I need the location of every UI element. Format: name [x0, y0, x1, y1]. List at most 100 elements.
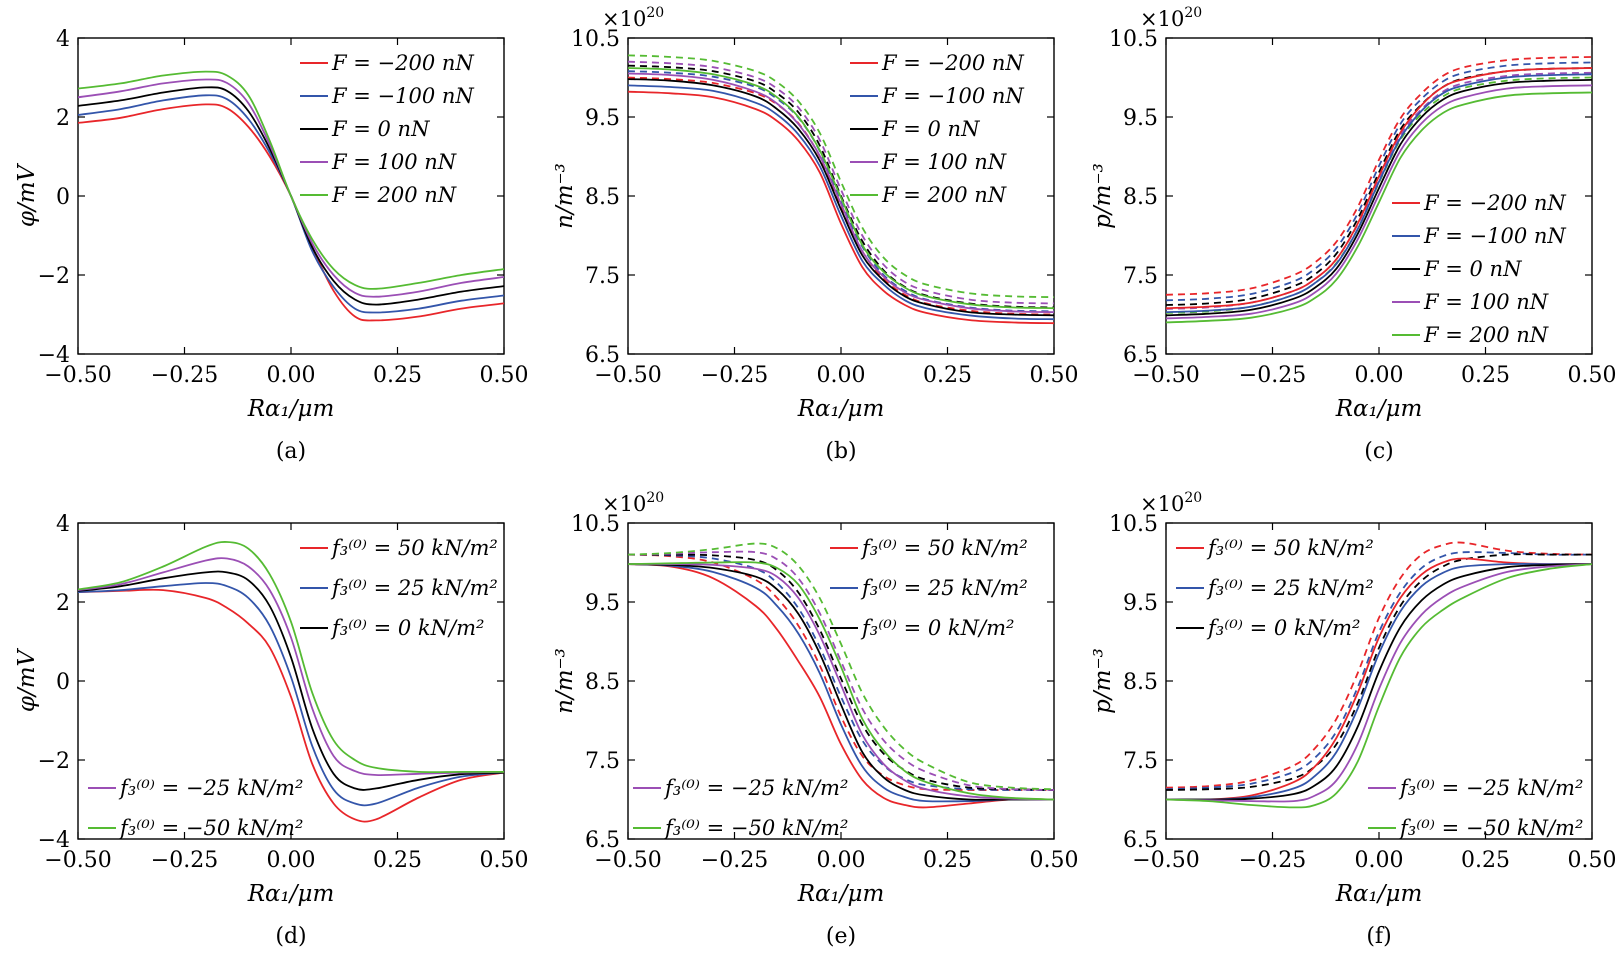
legend-label: f₃⁽⁰⁾ = −25 kN/m²: [663, 776, 848, 800]
x-tick-label: −0.50: [1132, 848, 1199, 873]
series-line-dashed-1: [1166, 61, 1592, 302]
series-line-2: [78, 570, 504, 791]
legend: f₃⁽⁰⁾ = 50 kN/m² f₃⁽⁰⁾ = 25 kN/m² f₃⁽⁰⁾ = …: [830, 536, 1028, 640]
x-axis-label: Rα₁/μm: [1335, 881, 1423, 907]
y-tick-label: 6.5: [585, 828, 620, 853]
y-tick-label: 8.5: [585, 670, 620, 695]
y-tick-label: 7.5: [585, 749, 620, 774]
legend-label: f₃⁽⁰⁾ = −50 kN/m²: [663, 816, 848, 840]
series-line-4: [78, 70, 504, 290]
y-tick-label: 8.5: [585, 185, 620, 210]
y-tick-label: 8.5: [1123, 185, 1158, 210]
series-line-dashed-4: [628, 54, 1054, 298]
series-line-3: [78, 557, 504, 777]
legend-label: f₃⁽⁰⁾ = 0 kN/m²: [330, 616, 484, 640]
x-tick-label: −0.25: [1239, 848, 1306, 873]
y-tick-label: 10.5: [571, 512, 620, 537]
y-tick-label: 2: [56, 591, 70, 616]
y-tick-label: 7.5: [585, 264, 620, 289]
y-tick-label: 2: [56, 106, 70, 131]
legend-label: F = 200 nN: [1423, 323, 1549, 347]
y-tick-label: 10.5: [1109, 512, 1158, 537]
x-tick-label: 0.00: [1355, 848, 1404, 873]
x-tick-label: 0.50: [1030, 363, 1079, 388]
y-tick-label: 8.5: [1123, 670, 1158, 695]
y-tick-label: 4: [56, 512, 70, 537]
series-line-3: [1166, 563, 1592, 803]
scale-multiplier: ×1020: [1140, 490, 1202, 516]
y-tick-label: −4: [38, 343, 70, 368]
y-axis-label: n/m⁻³: [552, 648, 578, 714]
y-axis-label: φ/mV: [14, 647, 40, 712]
legend-label: F = −200 nN: [1423, 191, 1566, 215]
legend-label: f₃⁽⁰⁾ = 0 kN/m²: [860, 616, 1014, 640]
y-tick-label: 6.5: [585, 343, 620, 368]
series-line-1: [628, 563, 1054, 803]
legend: F = −200 nN F = −100 nN F = 0 nN F = 100 nN…: [300, 51, 474, 207]
legend-label: F = 0 nN: [331, 117, 430, 141]
y-tick-label: 0: [56, 185, 70, 210]
series-line-2: [1166, 79, 1592, 317]
x-tick-label: −0.50: [594, 848, 661, 873]
subplot-f: −0.50 −0.25 0.00 0.25 0.50 6.5 7.5 8.5 9.5 10.5 Rα…: [1090, 490, 1616, 949]
x-tick-label: 0.00: [817, 848, 866, 873]
series-line-1: [1166, 73, 1592, 313]
legend-label: F = 100 nN: [331, 150, 457, 174]
y-tick-label: 6.5: [1123, 343, 1158, 368]
subplot-caption: (a): [276, 439, 306, 464]
y-tick-label: 7.5: [1123, 749, 1158, 774]
series-line-2: [628, 78, 1054, 317]
subplot-a: −0.50 −0.25 0.00 0.25 0.50 −4 −2 0 2 4 Rα₁/μm φ/mV (…: [14, 27, 528, 464]
scale-multiplier: ×1020: [602, 490, 664, 516]
y-tick-label: 10.5: [1109, 27, 1158, 52]
y-tick-label: 7.5: [1123, 264, 1158, 289]
y-axis-label: n/m⁻³: [552, 163, 578, 229]
x-tick-label: 0.50: [480, 848, 529, 873]
legend-label: f₃⁽⁰⁾ = 25 kN/m²: [860, 576, 1028, 600]
legend-label: F = 100 nN: [1423, 290, 1549, 314]
series-line-4: [1166, 91, 1592, 324]
series-line-2: [628, 563, 1054, 801]
x-tick-label: 0.25: [923, 363, 972, 388]
legend-label: F = −100 nN: [1423, 224, 1566, 248]
x-tick-label: −0.25: [151, 363, 218, 388]
legend: F = −200 nN F = −100 nN F = 0 nN F = 100 nN…: [850, 51, 1024, 207]
series-line-dashed-2: [1166, 553, 1592, 791]
series-line-4: [78, 541, 504, 774]
legend-label: f₃⁽⁰⁾ = 25 kN/m²: [1206, 576, 1374, 600]
legend: f₃⁽⁰⁾ = 50 kN/m² f₃⁽⁰⁾ = 25 kN/m² f₃⁽⁰⁾ = …: [300, 536, 498, 640]
series-line-1: [1166, 563, 1592, 801]
scale-multiplier: ×1020: [602, 5, 664, 31]
y-tick-label: −4: [38, 828, 70, 853]
legend-label: F = 0 nN: [881, 117, 980, 141]
x-tick-label: 0.25: [373, 848, 422, 873]
x-tick-label: 0.25: [1461, 848, 1510, 873]
legend-label: f₃⁽⁰⁾ = −50 kN/m²: [1398, 816, 1583, 840]
series-line-3: [628, 72, 1054, 313]
subplot-caption: (d): [275, 924, 306, 949]
y-tick-label: 6.5: [1123, 828, 1158, 853]
legend-label: f₃⁽⁰⁾ = 50 kN/m²: [1206, 536, 1374, 560]
subplot-d: −0.50 −0.25 0.00 0.25 0.50 −4 −2 0 2 4 Rα₁/μm φ/mV (…: [14, 512, 528, 949]
series-line-4: [1166, 563, 1592, 809]
x-axis-label: Rα₁/μm: [797, 396, 885, 422]
scale-multiplier: ×1020: [1140, 5, 1202, 31]
series-line-4: [628, 67, 1054, 310]
legend-label: F = −200 nN: [881, 51, 1024, 75]
y-tick-label: 4: [56, 27, 70, 52]
legend-label: F = 200 nN: [331, 183, 457, 207]
x-tick-label: 0.50: [480, 363, 529, 388]
y-tick-label: 0: [56, 670, 70, 695]
x-tick-label: 0.50: [1030, 848, 1079, 873]
x-tick-label: 0.00: [267, 363, 316, 388]
series-line-1: [78, 582, 504, 807]
legend-label: f₃⁽⁰⁾ = −25 kN/m²: [1398, 776, 1583, 800]
legend-label: f₃⁽⁰⁾ = 50 kN/m²: [330, 536, 498, 560]
series-line-0: [78, 588, 504, 823]
legend: f₃⁽⁰⁾ = −25 kN/m² f₃⁽⁰⁾ = −50 kN/m²: [88, 776, 303, 840]
y-tick-label: 10.5: [571, 27, 620, 52]
x-tick-label: −0.50: [594, 363, 661, 388]
series-line-0: [1166, 67, 1592, 310]
legend-label: f₃⁽⁰⁾ = 25 kN/m²: [330, 576, 498, 600]
x-axis-label: Rα₁/μm: [797, 881, 885, 907]
